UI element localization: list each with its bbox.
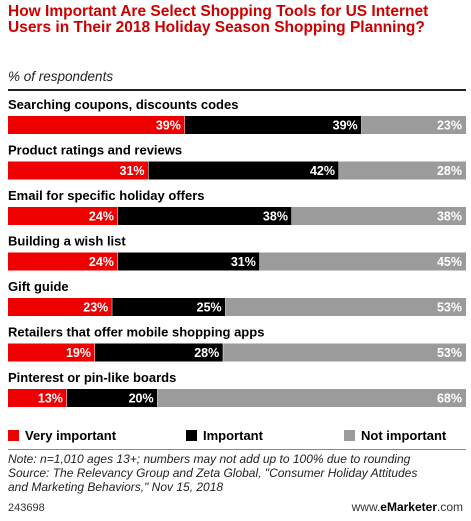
category-label-searching-coupons-discounts-codes: Searching coupons, discounts codes (8, 97, 238, 112)
bar-not-important-product-ratings-and-reviews (339, 161, 466, 180)
footnote-line: Source: The Relevancy Group and Zeta Glo… (8, 466, 418, 481)
legend-swatch-important (186, 429, 197, 441)
data-label-important-email-for-specific-holiday-offers: 38% (263, 210, 288, 224)
bar-important-product-ratings-and-reviews (148, 161, 340, 180)
data-label-important-pinterest-or-pin-like-boards: 20% (129, 392, 154, 406)
data-label-very-important-product-ratings-and-reviews: 31% (120, 164, 145, 178)
category-label-building-a-wish-list: Building a wish list (8, 234, 126, 249)
bar-important-searching-coupons-discounts-codes (184, 116, 362, 134)
bar-not-important-building-a-wish-list (259, 252, 466, 271)
data-label-not-important-building-a-wish-list: 45% (437, 255, 462, 269)
data-label-important-searching-coupons-discounts-codes: 39% (333, 119, 358, 133)
bar-not-important-email-for-specific-holiday-offers (291, 207, 466, 225)
legend-very-important: Very important (8, 427, 116, 443)
bar-very-important-pinterest-or-pin-like-boards (8, 389, 67, 407)
category-label-gift-guide: Gift guide (8, 279, 69, 294)
bar-very-important-email-for-specific-holiday-offers (8, 207, 118, 225)
bar-very-important-gift-guide (8, 298, 113, 316)
legend-not-important: Not important (344, 427, 446, 443)
data-label-very-important-gift-guide: 23% (83, 301, 108, 315)
data-label-not-important-searching-coupons-discounts-codes: 23% (437, 119, 462, 133)
bar-important-building-a-wish-list (117, 252, 260, 271)
legend-swatch-very-important (8, 429, 19, 441)
data-label-not-important-email-for-specific-holiday-offers: 38% (437, 210, 462, 224)
footnote-line: and Marketing Behaviors," Nov 15, 2018 (8, 480, 224, 495)
data-label-not-important-gift-guide: 53% (437, 301, 462, 315)
chart-id: 243698 (8, 502, 45, 514)
bar-important-email-for-specific-holiday-offers (117, 207, 292, 225)
data-label-very-important-retailers-that-offer-mobile-shopping-apps: 19% (66, 346, 91, 360)
category-label-pinterest-or-pin-like-boards: Pinterest or pin-like boards (8, 370, 176, 385)
data-label-very-important-searching-coupons-discounts-codes: 39% (156, 119, 181, 133)
data-label-not-important-retailers-that-offer-mobile-shopping-apps: 53% (437, 346, 462, 360)
data-label-very-important-pinterest-or-pin-like-boards: 13% (38, 392, 63, 406)
data-label-not-important-product-ratings-and-reviews: 28% (437, 164, 462, 178)
data-label-very-important-email-for-specific-holiday-offers: 24% (89, 210, 114, 224)
bar-not-important-searching-coupons-discounts-codes (361, 116, 466, 134)
bottom-divider (8, 449, 466, 450)
legend-label-not-important: Not important (361, 427, 447, 443)
bar-not-important-pinterest-or-pin-like-boards (157, 389, 466, 407)
category-label-product-ratings-and-reviews: Product ratings and reviews (8, 143, 182, 158)
data-label-not-important-pinterest-or-pin-like-boards: 68% (437, 392, 462, 406)
segment-divider (66, 389, 68, 407)
bar-very-important-retailers-that-offer-mobile-shopping-apps (8, 343, 96, 362)
chart-subtitle: % of respondents (8, 69, 114, 84)
category-label-retailers-that-offer-mobile-shopping-apps: Retailers that offer mobile shopping app… (8, 325, 264, 340)
data-label-important-gift-guide: 25% (197, 301, 222, 315)
bar-very-important-product-ratings-and-reviews (8, 161, 149, 180)
bar-very-important-searching-coupons-discounts-codes (8, 116, 185, 134)
legend-label-important: Important (203, 427, 263, 443)
bar-important-gift-guide (112, 298, 226, 316)
data-label-important-building-a-wish-list: 31% (231, 255, 256, 269)
footnote: Note: n=1,010 ages 13+; numbers may not … (8, 452, 468, 495)
data-label-important-product-ratings-and-reviews: 42% (310, 164, 335, 178)
category-label-email-for-specific-holiday-offers: Email for specific holiday offers (8, 188, 205, 203)
stacked-bar-chart: Searching coupons, discounts codes 39% 39%… (8, 97, 466, 407)
legend-label-very-important: Very important (25, 427, 117, 443)
brand-suffix: .com (436, 500, 463, 514)
bar-important-pinterest-or-pin-like-boards (66, 389, 158, 407)
bar-not-important-retailers-that-offer-mobile-shopping-apps (223, 343, 466, 362)
chart-title: How Important Are Select Shopping Tools … (8, 3, 429, 36)
brand-link[interactable]: www.eMarketer.com (352, 500, 463, 514)
data-label-very-important-building-a-wish-list: 24% (89, 255, 114, 269)
legend-important: Important (186, 427, 263, 443)
top-divider (8, 89, 466, 91)
brand-prefix: www. (351, 500, 381, 514)
brand-name: eMarketer (380, 500, 437, 514)
footnote-line: Note: n=1,010 ages 13+; numbers may not … (8, 452, 411, 466)
bar-very-important-building-a-wish-list (8, 252, 118, 271)
bar-not-important-gift-guide (225, 298, 466, 316)
bar-important-retailers-that-offer-mobile-shopping-apps (95, 343, 224, 362)
data-label-important-retailers-that-offer-mobile-shopping-apps: 28% (194, 346, 219, 360)
legend-swatch-not-important (344, 429, 355, 441)
